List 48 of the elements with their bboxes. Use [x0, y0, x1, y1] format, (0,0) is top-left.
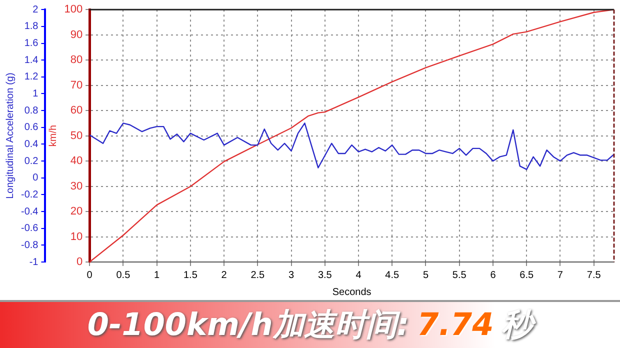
- y-tick-label: 2: [32, 4, 39, 16]
- x-tick-label: 6.5: [520, 270, 534, 281]
- y-tick-label: 0.4: [24, 138, 39, 150]
- x-tick-label: 3: [288, 270, 294, 281]
- y2-tick-label: 80: [70, 54, 83, 66]
- y-tick-label: -0.2: [20, 189, 39, 200]
- y-tick-label: 1: [32, 88, 39, 100]
- x-tick-label: 4.5: [385, 270, 400, 281]
- y2-tick-label: 90: [70, 28, 83, 41]
- y-tick-label: -0.6: [20, 223, 39, 234]
- x-tick-label: 2.5: [250, 270, 266, 281]
- y2-tick-label: 70: [70, 79, 83, 92]
- x-tick-label: 5: [422, 270, 429, 281]
- x-tick-label: 7.5: [586, 270, 602, 281]
- y2-axis-title: km/h: [48, 124, 59, 147]
- x-tick-label: 0: [86, 270, 93, 281]
- y2-tick-label: 40: [70, 155, 83, 168]
- x-tick-label: 6: [490, 270, 496, 281]
- x-tick-label: 3.5: [318, 270, 332, 281]
- y2-tick-label: 10: [70, 230, 83, 243]
- y-tick-label: -1: [29, 256, 39, 268]
- y-tick-label: 1.2: [24, 72, 39, 83]
- y2-tick-label: 30: [70, 180, 83, 192]
- y-tick-label: 1.8: [24, 21, 39, 32]
- y-tick-label: 1.6: [24, 38, 39, 50]
- y-tick-label: 0.2: [24, 156, 39, 167]
- text: 0-100km/h加速时间:: [87, 306, 410, 345]
- x-tick-label: 1.5: [183, 270, 198, 281]
- x-tick-label: 2: [221, 270, 228, 281]
- y2-tick-label: 100: [64, 4, 83, 16]
- x-tick-label: 5.5: [452, 270, 467, 281]
- y-tick-label: 0.8: [24, 105, 39, 116]
- y-tick-label: 0: [32, 172, 39, 184]
- y-tick-label: 1.4: [24, 54, 39, 66]
- x-tick-label: 4: [356, 270, 362, 281]
- y2-tick-label: 0: [76, 256, 83, 268]
- x-tick-label: 0.5: [116, 270, 131, 281]
- y2-tick-label: 60: [70, 104, 83, 117]
- x-axis-title: Seconds: [332, 286, 372, 298]
- y2-tick-label: 50: [70, 130, 83, 142]
- x-tick-label: 7: [557, 270, 564, 281]
- y-axis-title: Longitudinal Acceleration (g): [4, 72, 16, 199]
- text: 7.74: [417, 307, 494, 343]
- x-tick-label: 1: [154, 270, 160, 281]
- y-tick-label: -0.8: [20, 240, 39, 251]
- y2-tick-label: 20: [70, 206, 83, 218]
- y-tick-label: 0.6: [24, 122, 39, 134]
- y-tick-label: -0.4: [20, 206, 39, 218]
